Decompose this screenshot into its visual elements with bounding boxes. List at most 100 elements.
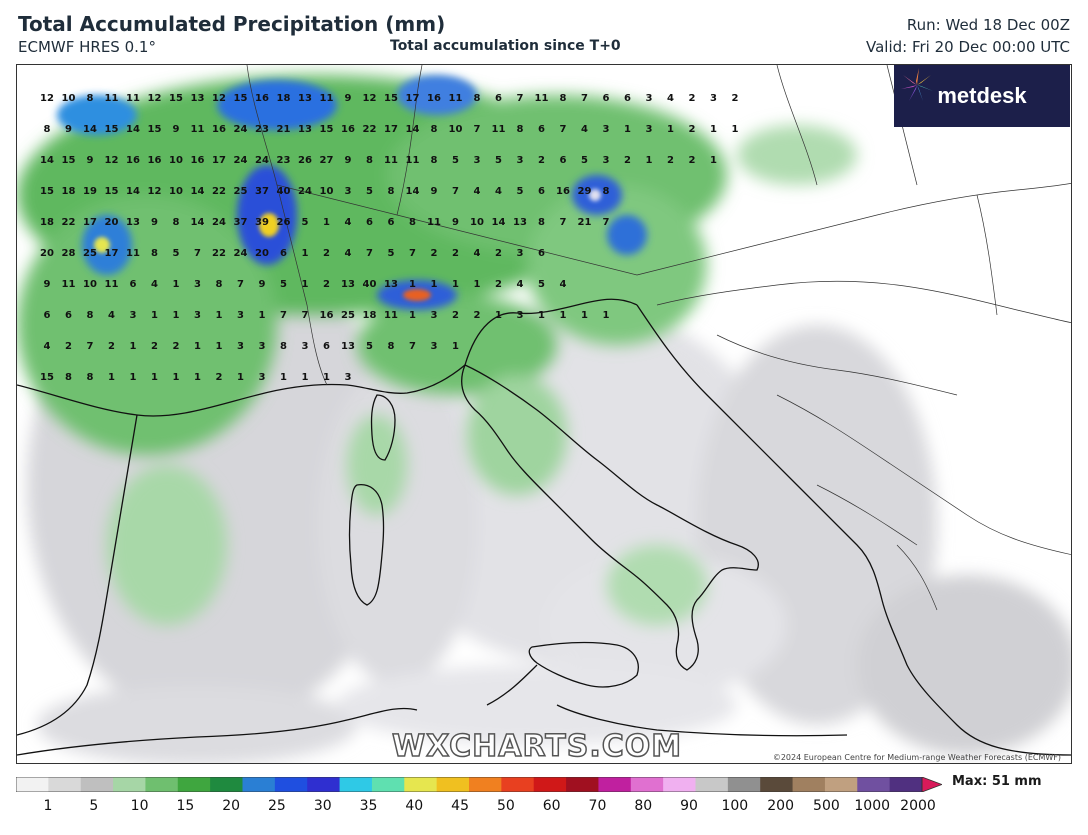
precip-value: 2 (323, 279, 330, 290)
precip-value: 7 (280, 310, 287, 321)
precip-value-labels: 12 10 8 11 11 12 15 13 12 15 16 18 13 11 9 12 15 17 16 11 8 6… (40, 93, 738, 383)
scale-swatch (16, 777, 49, 792)
precip-value: 11 (320, 93, 334, 104)
precip-value: 3 (237, 310, 244, 321)
precip-value: 20 (105, 217, 119, 228)
precip-value: 3 (603, 124, 610, 135)
copyright-notice: ©2024 European Centre for Medium-range W… (772, 753, 1061, 762)
scale-swatch (307, 777, 341, 792)
scale-swatch (598, 777, 632, 792)
chart-subtitle: Total accumulation since T+0 (390, 38, 621, 54)
precip-value: 6 (366, 217, 373, 228)
precip-value: 14 (191, 186, 205, 197)
precip-value: 22 (212, 248, 226, 259)
precip-value: 1 (323, 217, 330, 228)
precip-value: 7 (409, 341, 416, 352)
precip-value: 9 (452, 217, 459, 228)
logo-text: metdesk (937, 83, 1027, 108)
precip-value: 6 (323, 341, 330, 352)
precip-value: 14 (492, 217, 506, 228)
precip-value: 15 (62, 155, 76, 166)
precip-value: 12 (363, 93, 377, 104)
precip-value: 2 (624, 155, 631, 166)
precip-value: 8 (538, 217, 545, 228)
precip-value: 1 (216, 341, 223, 352)
precip-value: 17 (83, 217, 97, 228)
precip-value: 18 (40, 217, 54, 228)
precip-value: 7 (87, 341, 94, 352)
precip-value: 1 (237, 372, 244, 383)
precip-value: 4 (474, 186, 481, 197)
scale-tick-label: 35 (359, 798, 378, 814)
precip-value: 4 (667, 93, 674, 104)
precip-value: 11 (406, 155, 420, 166)
precip-value: 26 (298, 155, 312, 166)
precip-value: 4 (151, 279, 158, 290)
scale-swatch (695, 777, 729, 792)
precip-value: 8 (280, 341, 287, 352)
precip-value: 19 (83, 186, 97, 197)
precip-value: 12 (148, 186, 162, 197)
precip-value: 3 (259, 372, 266, 383)
scale-swatch (727, 777, 761, 792)
max-value-label: Max: 51 mm (952, 774, 1042, 789)
precip-value: 3 (710, 93, 717, 104)
scale-swatch (210, 777, 243, 792)
precip-value: 6 (65, 310, 72, 321)
precip-value: 1 (732, 124, 739, 135)
extreme-precip-layer (94, 189, 601, 301)
precip-value: 13 (513, 217, 527, 228)
precip-value: 2 (173, 341, 180, 352)
precip-value: 1 (130, 372, 137, 383)
precip-value: 1 (302, 279, 309, 290)
precip-value: 6 (538, 124, 545, 135)
precip-value: 9 (173, 124, 180, 135)
precip-value: 1 (495, 310, 502, 321)
precip-value: 37 (234, 217, 248, 228)
precip-value: 9 (345, 155, 352, 166)
coastlines (17, 298, 1071, 756)
scale-swatch (371, 777, 405, 792)
precip-value: 5 (452, 155, 459, 166)
scale-tick-label: 40 (405, 798, 424, 814)
precip-value: 14 (83, 124, 97, 135)
precip-value: 5 (280, 279, 287, 290)
precip-value: 3 (345, 372, 352, 383)
precip-value: 13 (298, 124, 312, 135)
precip-value: 24 (234, 124, 248, 135)
precip-value: 6 (388, 217, 395, 228)
precip-value: 7 (603, 217, 610, 228)
precip-value: 22 (62, 217, 76, 228)
precip-value: 8 (87, 93, 94, 104)
precip-value: 16 (341, 124, 355, 135)
precip-value: 21 (578, 217, 592, 228)
run-time: Run: Wed 18 Dec 00Z (906, 16, 1070, 34)
scale-tick-label: 60 (542, 798, 561, 814)
scale-swatch (760, 777, 794, 792)
scale-tick-label: 2000 (900, 798, 936, 814)
precip-value: 28 (62, 248, 76, 259)
precip-value: 8 (173, 217, 180, 228)
scale-swatch (630, 777, 664, 792)
precip-value: 1 (173, 279, 180, 290)
scale-swatch (80, 777, 114, 792)
precip-value: 1 (538, 310, 545, 321)
precip-value: 11 (384, 155, 398, 166)
precip-value: 17 (406, 93, 420, 104)
scale-swatch (663, 777, 696, 792)
precip-value: 2 (689, 93, 696, 104)
scale-swatch (113, 777, 146, 792)
scale-swatch (177, 777, 211, 792)
precip-value: 2 (151, 341, 158, 352)
precip-value: 12 (40, 93, 54, 104)
precip-value: 1 (108, 372, 115, 383)
precip-value: 3 (517, 310, 524, 321)
scale-swatch (274, 777, 308, 792)
precip-value: 8 (388, 341, 395, 352)
precip-value: 11 (105, 279, 119, 290)
precip-value: 15 (40, 372, 54, 383)
precip-value: 16 (212, 124, 226, 135)
precip-value: 6 (538, 248, 545, 259)
precip-value: 9 (65, 124, 72, 135)
precip-value: 16 (148, 155, 162, 166)
